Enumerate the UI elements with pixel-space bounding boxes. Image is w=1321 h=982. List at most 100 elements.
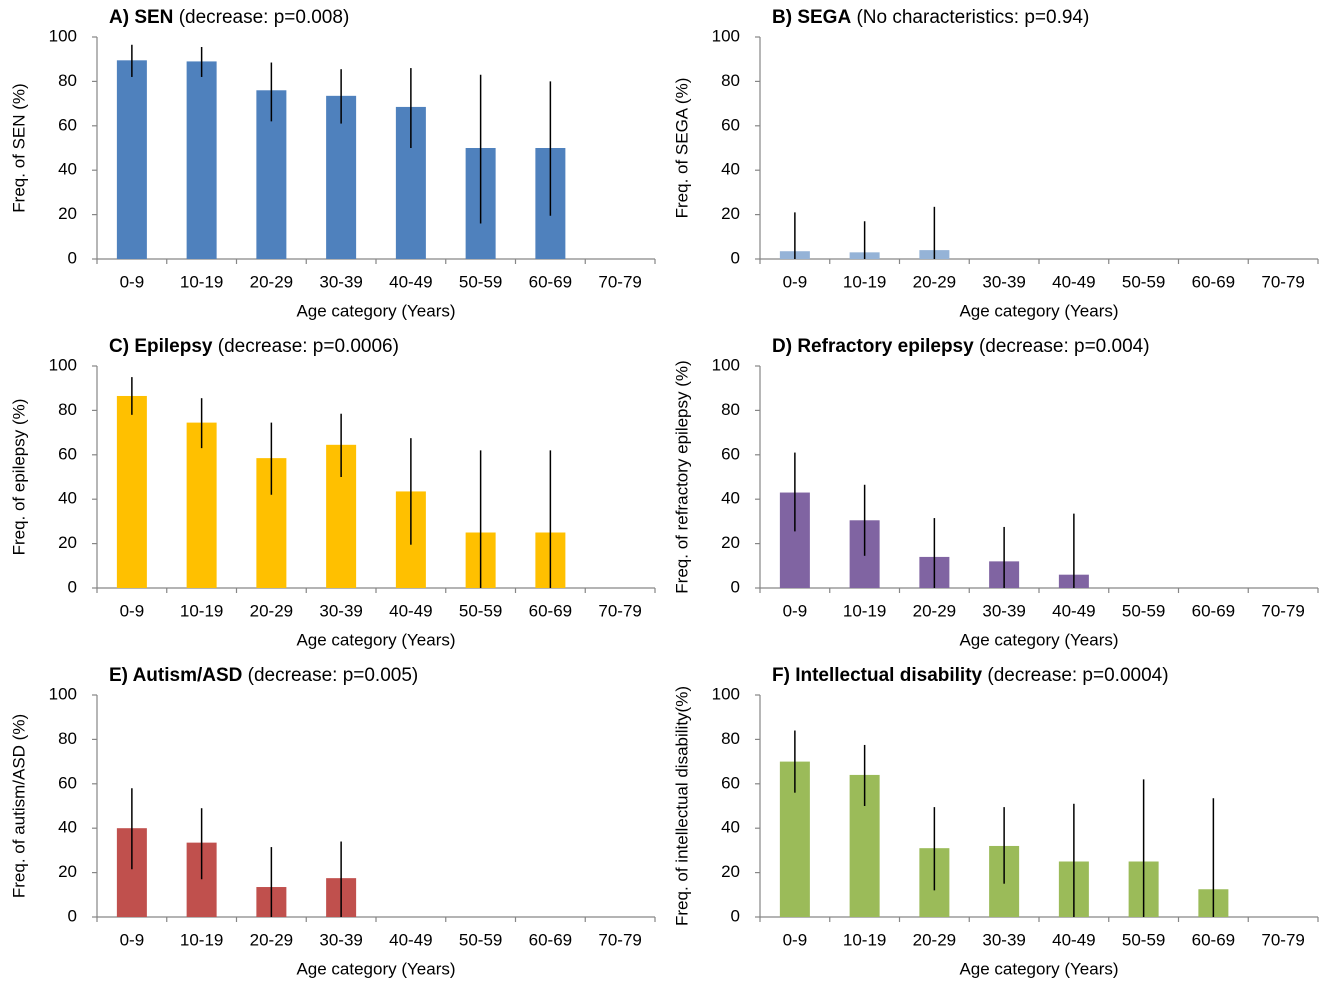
chart-title: B) SEGA (No characteristics: p=0.94): [772, 7, 1089, 28]
x-tick-label: 10-19: [843, 601, 886, 620]
y-tick-label: 60: [58, 444, 77, 463]
x-tick-label: 40-49: [1052, 272, 1095, 291]
bar: [116, 395, 147, 588]
title-main: C) Epilepsy: [109, 336, 213, 357]
x-tick-label: 20-29: [250, 930, 293, 949]
y-tick-label: 100: [712, 684, 740, 703]
x-tick-label: 0-9: [120, 272, 145, 291]
x-tick-label: 60-69: [1192, 272, 1235, 291]
x-tick-label: 30-39: [319, 272, 362, 291]
title-sub: (decrease: p=0.005): [248, 665, 419, 686]
x-tick-label: 10-19: [843, 272, 886, 291]
y-tick-label: 60: [58, 115, 77, 134]
y-axis-label: Freq. of refractory epilepsy (%): [672, 360, 691, 593]
x-tick-label: 50-59: [1122, 601, 1165, 620]
x-tick-label: 70-79: [1261, 930, 1304, 949]
x-tick-label: 10-19: [180, 930, 223, 949]
title-sub: (decrease: p=0.004): [979, 336, 1150, 357]
x-tick-label: 10-19: [180, 601, 223, 620]
bar: [186, 61, 217, 259]
x-tick-label: 60-69: [529, 272, 572, 291]
x-tick-label: 0-9: [120, 930, 145, 949]
y-tick-label: 100: [49, 684, 77, 703]
x-tick-label: 10-19: [180, 272, 223, 291]
y-tick-label: 60: [721, 115, 740, 134]
title-sub: (decrease: p=0.0006): [218, 336, 399, 357]
x-tick-label: 20-29: [250, 601, 293, 620]
x-axis-label: Age category (Years): [959, 630, 1118, 649]
y-tick-label: 20: [721, 204, 740, 223]
y-tick-label: 80: [721, 400, 740, 419]
y-tick-label: 20: [58, 862, 77, 881]
x-tick-label: 30-39: [319, 930, 362, 949]
y-tick-label: 0: [731, 248, 740, 267]
chart-title: F) Intellectual disability (decrease: p=…: [772, 665, 1169, 686]
y-tick-label: 80: [58, 71, 77, 90]
y-tick-label: 20: [58, 204, 77, 223]
x-axis-label: Age category (Years): [296, 630, 455, 649]
x-tick-label: 50-59: [459, 601, 502, 620]
x-tick-label: 70-79: [598, 272, 641, 291]
y-tick-label: 40: [58, 818, 77, 837]
y-tick-label: 20: [721, 862, 740, 881]
x-tick-label: 0-9: [783, 601, 808, 620]
x-tick-label: 40-49: [389, 601, 432, 620]
y-tick-label: 80: [58, 400, 77, 419]
chart-title: D) Refractory epilepsy (decrease: p=0.00…: [772, 336, 1150, 357]
x-tick-label: 50-59: [1122, 272, 1165, 291]
x-tick-label: 70-79: [598, 601, 641, 620]
x-tick-label: 30-39: [982, 601, 1025, 620]
chart-title: C) Epilepsy (decrease: p=0.0006): [109, 336, 399, 357]
x-tick-label: 50-59: [1122, 930, 1165, 949]
y-tick-label: 100: [49, 355, 77, 374]
x-tick-label: 20-29: [913, 272, 956, 291]
x-axis-label: Age category (Years): [959, 301, 1118, 320]
y-tick-label: 20: [58, 533, 77, 552]
bar: [186, 422, 217, 588]
y-axis-label: Freq. of SEGA (%): [672, 78, 691, 219]
x-tick-label: 60-69: [529, 930, 572, 949]
y-tick-label: 100: [49, 26, 77, 45]
title-main: A) SEN: [109, 7, 173, 28]
y-tick-label: 80: [721, 729, 740, 748]
title-main: F) Intellectual disability: [772, 665, 983, 686]
x-tick-label: 20-29: [250, 272, 293, 291]
x-axis-label: Age category (Years): [296, 301, 455, 320]
x-tick-label: 40-49: [1052, 601, 1095, 620]
x-tick-label: 70-79: [598, 930, 641, 949]
x-tick-label: 0-9: [783, 272, 808, 291]
x-tick-label: 70-79: [1261, 272, 1304, 291]
panel: C) Epilepsy (decrease: p=0.0006) 0 20 40 60 8…: [9, 336, 656, 649]
y-tick-label: 20: [721, 533, 740, 552]
x-tick-label: 60-69: [1192, 930, 1235, 949]
panel: D) Refractory epilepsy (decrease: p=0.00…: [672, 336, 1319, 649]
y-tick-label: 0: [68, 906, 77, 925]
x-tick-label: 50-59: [459, 930, 502, 949]
panel: A) SEN (decrease: p=0.008) 0 20 40 60 80 100 Fr…: [9, 7, 656, 320]
y-tick-label: 100: [712, 355, 740, 374]
x-tick-label: 0-9: [120, 601, 145, 620]
x-axis-label: Age category (Years): [959, 959, 1118, 978]
title-sub: (decrease: p=0.0004): [987, 665, 1168, 686]
title-sub: (decrease: p=0.008): [179, 7, 350, 28]
x-tick-label: 60-69: [529, 601, 572, 620]
panel: F) Intellectual disability (decrease: p=…: [672, 665, 1319, 978]
y-tick-label: 80: [721, 71, 740, 90]
x-tick-label: 40-49: [1052, 930, 1095, 949]
x-tick-label: 50-59: [459, 272, 502, 291]
y-tick-label: 60: [721, 773, 740, 792]
y-tick-label: 0: [731, 577, 740, 596]
y-axis-label: Freq. of SEN (%): [9, 83, 28, 212]
x-tick-label: 60-69: [1192, 601, 1235, 620]
y-tick-label: 40: [721, 818, 740, 837]
y-tick-label: 0: [68, 248, 77, 267]
x-tick-label: 30-39: [982, 272, 1025, 291]
panel: E) Autism/ASD (decrease: p=0.005) 0 20 40 60…: [9, 665, 656, 978]
title-sub: (No characteristics: p=0.94): [856, 7, 1089, 28]
x-tick-label: 0-9: [783, 930, 808, 949]
title-main: D) Refractory epilepsy: [772, 336, 974, 357]
y-tick-label: 40: [721, 489, 740, 508]
y-tick-label: 40: [58, 489, 77, 508]
x-tick-label: 40-49: [389, 930, 432, 949]
